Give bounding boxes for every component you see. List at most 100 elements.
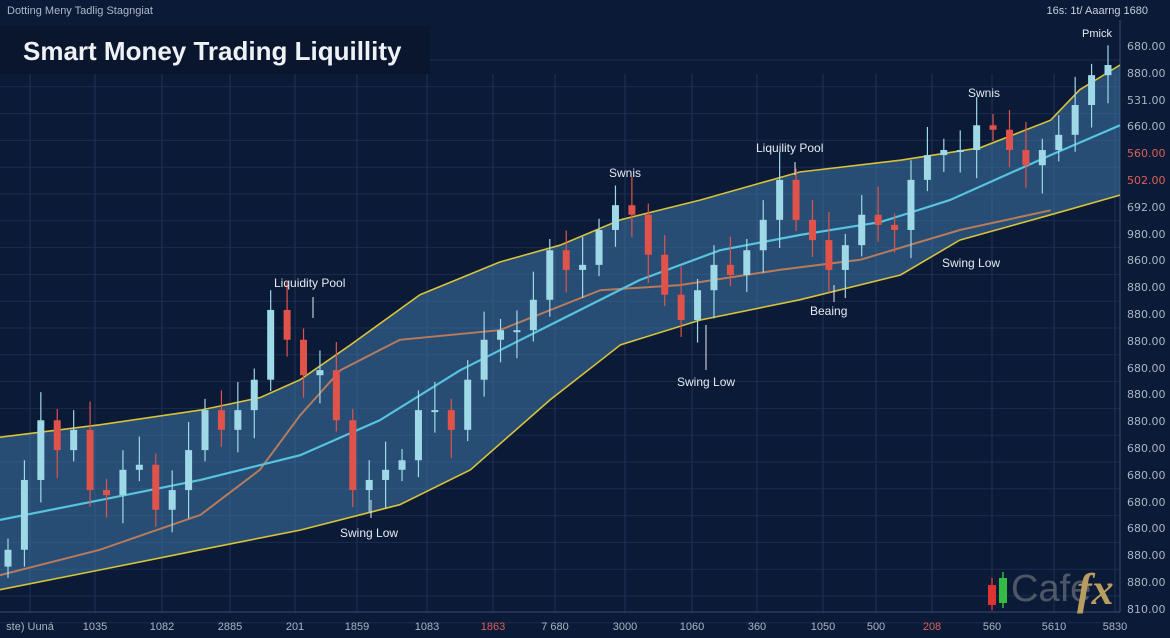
- y-tick-label: 880.00: [1127, 388, 1166, 402]
- candle-body: [349, 420, 357, 491]
- candle-body: [776, 179, 784, 220]
- logo-fx: fx: [1077, 565, 1114, 614]
- candle-body: [250, 379, 258, 411]
- candle-body: [710, 264, 718, 291]
- candle-body: [546, 250, 554, 300]
- candle-body: [661, 254, 669, 295]
- candle-body: [464, 379, 472, 430]
- candle-body: [1005, 129, 1013, 151]
- candle-body: [185, 450, 193, 491]
- candle-body: [1104, 65, 1112, 76]
- candle-body: [37, 420, 45, 480]
- candle-body: [907, 179, 915, 230]
- candle-body: [1055, 134, 1063, 151]
- x-tick-label: ste) Uuná: [6, 621, 54, 633]
- y-tick-label: 502.00: [1127, 174, 1166, 187]
- candle-body: [234, 410, 242, 430]
- candle-body: [973, 125, 981, 151]
- annotation-swing-low: Swing Low: [677, 375, 736, 389]
- cafefx-logo: Cafe fx: [985, 565, 1125, 615]
- y-tick-label: 692.00: [1127, 200, 1166, 214]
- x-tick-label: 201: [285, 621, 305, 633]
- candle-body: [841, 245, 849, 270]
- x-tick-label: 1859: [344, 621, 370, 633]
- candle-body: [759, 219, 767, 251]
- annotation-swing-low: Swing Low: [340, 526, 399, 540]
- y-tick-label: 860.00: [1127, 254, 1166, 268]
- y-tick-label: 980.00: [1127, 227, 1166, 241]
- candle-body: [497, 330, 505, 340]
- x-tick-label: 1060: [679, 621, 705, 633]
- candle-body: [562, 250, 570, 270]
- candle-body: [940, 150, 948, 156]
- x-tick-label: 500: [866, 621, 886, 633]
- candle-body: [103, 490, 111, 496]
- candle-body: [1071, 104, 1079, 135]
- x-tick-label: 7 680: [541, 621, 569, 633]
- candle-body: [529, 299, 537, 331]
- candle-body: [447, 410, 455, 430]
- y-tick-label: 560.00: [1127, 147, 1166, 161]
- candle-body: [168, 490, 176, 510]
- candle-body: [989, 125, 997, 130]
- candle-body: [825, 240, 833, 270]
- candle-body: [677, 294, 685, 321]
- annotation-swing-low: Swing Low: [942, 256, 1001, 270]
- chart-title: Smart Money Trading Liquillity: [23, 36, 402, 66]
- candle-body: [20, 479, 28, 550]
- y-tick-label: 880.00: [1127, 334, 1166, 348]
- y-tick-label: 680.00: [1127, 361, 1166, 375]
- annotation-bearing: Beaing: [810, 304, 848, 318]
- y-tick-label: 680.00: [1127, 40, 1166, 53]
- x-tick-label: 5830: [1102, 621, 1128, 633]
- annotation-liquidity-pool: Liquidity Pool: [274, 276, 346, 290]
- y-tick-label: 880.00: [1127, 66, 1166, 80]
- x-tick-label: 2885: [217, 621, 243, 633]
- y-tick-label: 880.00: [1127, 576, 1166, 589]
- candle-body: [956, 150, 964, 153]
- candle-body: [201, 410, 209, 451]
- candle-body: [365, 479, 373, 491]
- candle-body: [1022, 150, 1030, 166]
- annotation-peak: Pmick: [1082, 28, 1112, 40]
- candle-body: [267, 309, 275, 380]
- candle-body: [923, 155, 931, 180]
- annotation-liquidity-pool: Liquility Pool: [756, 141, 824, 155]
- annotation-swing: Swnis: [968, 86, 1001, 100]
- x-tick-label: 5610: [1041, 621, 1067, 633]
- x-tick-label: 1050: [810, 621, 836, 633]
- candle-body: [513, 330, 521, 333]
- y-tick-label: 680.00: [1127, 522, 1166, 536]
- candle-body: [431, 410, 439, 413]
- x-tick-label: 560: [982, 621, 1002, 633]
- x-tick-label: 1082: [149, 621, 175, 633]
- y-tick-label: 880.00: [1127, 415, 1166, 429]
- x-tick-label: 1083: [414, 621, 440, 633]
- x-tick-label: 208: [922, 621, 942, 633]
- lower-band-line: [0, 194, 1121, 591]
- candle-body: [398, 460, 406, 470]
- candle-body: [1088, 75, 1096, 105]
- mid-moving-average-line: [0, 124, 1121, 521]
- y-tick-label: 880.00: [1127, 281, 1166, 295]
- candle-body: [86, 429, 94, 491]
- x-tick-label: 1035: [82, 621, 108, 633]
- candle-body: [579, 264, 587, 270]
- candle-body: [332, 370, 340, 421]
- y-tick-label: 880.00: [1127, 308, 1166, 321]
- candle-body: [217, 410, 225, 430]
- logo-candles-icon: [988, 572, 1007, 610]
- candle-body: [70, 429, 78, 451]
- candle-body: [119, 469, 127, 496]
- candle-body: [874, 214, 882, 225]
- candle-body: [743, 250, 751, 276]
- x-tick-label: 360: [747, 621, 767, 633]
- candle-body: [414, 410, 422, 461]
- y-tick-label: 531.00: [1127, 93, 1166, 107]
- annotation-swing: Swnis: [609, 166, 642, 180]
- y-tick-label: 680.00: [1127, 468, 1166, 482]
- candle-body: [628, 205, 636, 215]
- top-right-info: 16s: 1t/ Aaarng 1680: [1046, 5, 1148, 17]
- candle-body: [283, 309, 291, 340]
